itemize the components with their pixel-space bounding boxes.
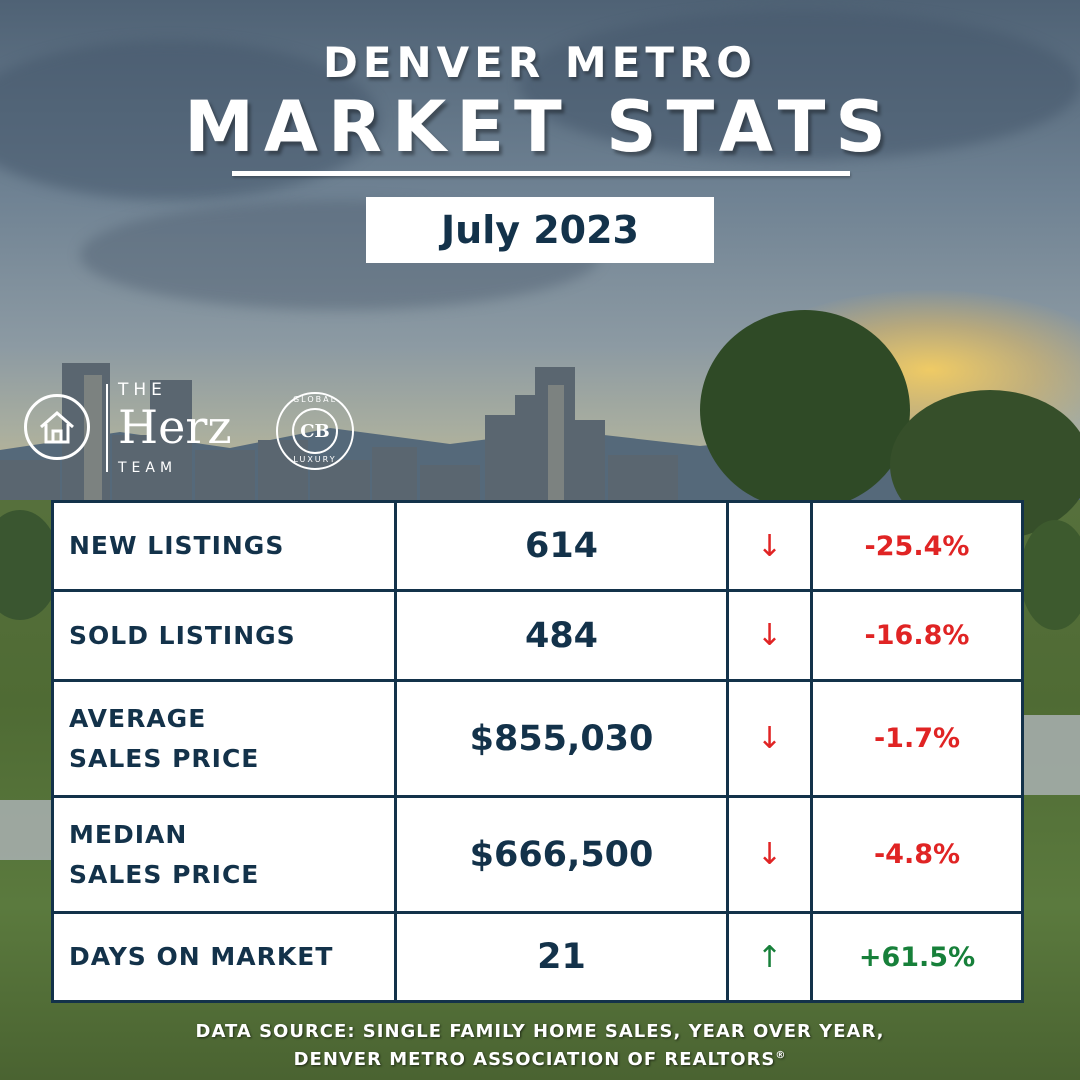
walkway xyxy=(1020,715,1080,795)
metric-value: $666,500 xyxy=(394,795,729,914)
arrow-up-icon: ↑ xyxy=(726,911,813,1003)
source-org: DENVER METRO ASSOCIATION OF REALTORS xyxy=(293,1049,776,1070)
source-line-2: DENVER METRO ASSOCIATION OF REALTORS® xyxy=(0,1044,1080,1072)
logo-name: Herz xyxy=(118,400,232,454)
metric-change: -1.7% xyxy=(810,679,1024,798)
metric-label: NEW LISTINGS xyxy=(51,500,397,592)
page-title: MARKET STATS xyxy=(184,86,896,168)
table-row: AVERAGE SALES PRICE $855,030 ↓ -1.7% xyxy=(51,679,1024,798)
metric-label: SOLD LISTINGS xyxy=(51,589,397,682)
herz-team-logo: THE Herz TEAM xyxy=(24,380,254,476)
logo-team: TEAM xyxy=(118,460,178,476)
registered-mark: ® xyxy=(775,1050,787,1061)
arrow-down-icon: ↓ xyxy=(726,589,813,682)
house-icon xyxy=(24,394,90,460)
coldwell-banker-global-luxury-logo: GLOBAL CB LUXURY xyxy=(276,392,354,470)
title-divider xyxy=(232,171,850,176)
arrow-down-icon: ↓ xyxy=(726,500,813,592)
metric-change: +61.5% xyxy=(810,911,1024,1003)
cloud xyxy=(520,10,1080,160)
table-row: SOLD LISTINGS 484 ↓ -16.8% xyxy=(51,589,1024,682)
city-skyline xyxy=(0,363,678,515)
metric-value: 614 xyxy=(394,500,729,592)
tree xyxy=(700,310,910,510)
metric-value: $855,030 xyxy=(394,679,729,798)
metric-value: 21 xyxy=(394,911,729,1003)
cb-logo-bottom-text: LUXURY xyxy=(293,455,337,464)
cb-logo-top-text: GLOBAL xyxy=(292,395,338,404)
period-label: July 2023 xyxy=(441,208,639,252)
period-badge: July 2023 xyxy=(366,197,714,263)
metric-change: -4.8% xyxy=(810,795,1024,914)
logo-divider xyxy=(106,384,108,472)
logo-the: THE xyxy=(118,380,167,400)
metric-label: MEDIAN SALES PRICE xyxy=(51,795,397,914)
metric-label: AVERAGE SALES PRICE xyxy=(51,679,397,798)
metric-label: DAYS ON MARKET xyxy=(51,911,397,1003)
metric-change: -25.4% xyxy=(810,500,1024,592)
tree xyxy=(1020,520,1080,630)
eyebrow-title: DENVER METRO xyxy=(322,38,758,87)
source-line-1: DATA SOURCE: SINGLE FAMILY HOME SALES, Y… xyxy=(195,1021,885,1042)
metric-change: -16.8% xyxy=(810,589,1024,682)
table-row: MEDIAN SALES PRICE $666,500 ↓ -4.8% xyxy=(51,795,1024,914)
table-row: NEW LISTINGS 614 ↓ -25.4% xyxy=(51,500,1024,592)
table-row: DAYS ON MARKET 21 ↑ +61.5% xyxy=(51,911,1024,1003)
metric-value: 484 xyxy=(394,589,729,682)
data-source-note: DATA SOURCE: SINGLE FAMILY HOME SALES, Y… xyxy=(0,1020,1080,1072)
cb-monogram: CB xyxy=(292,408,338,454)
arrow-down-icon: ↓ xyxy=(726,679,813,798)
arrow-down-icon: ↓ xyxy=(726,795,813,914)
walkway xyxy=(0,800,55,860)
stats-table: NEW LISTINGS 614 ↓ -25.4% SOLD LISTINGS … xyxy=(51,500,1024,1003)
